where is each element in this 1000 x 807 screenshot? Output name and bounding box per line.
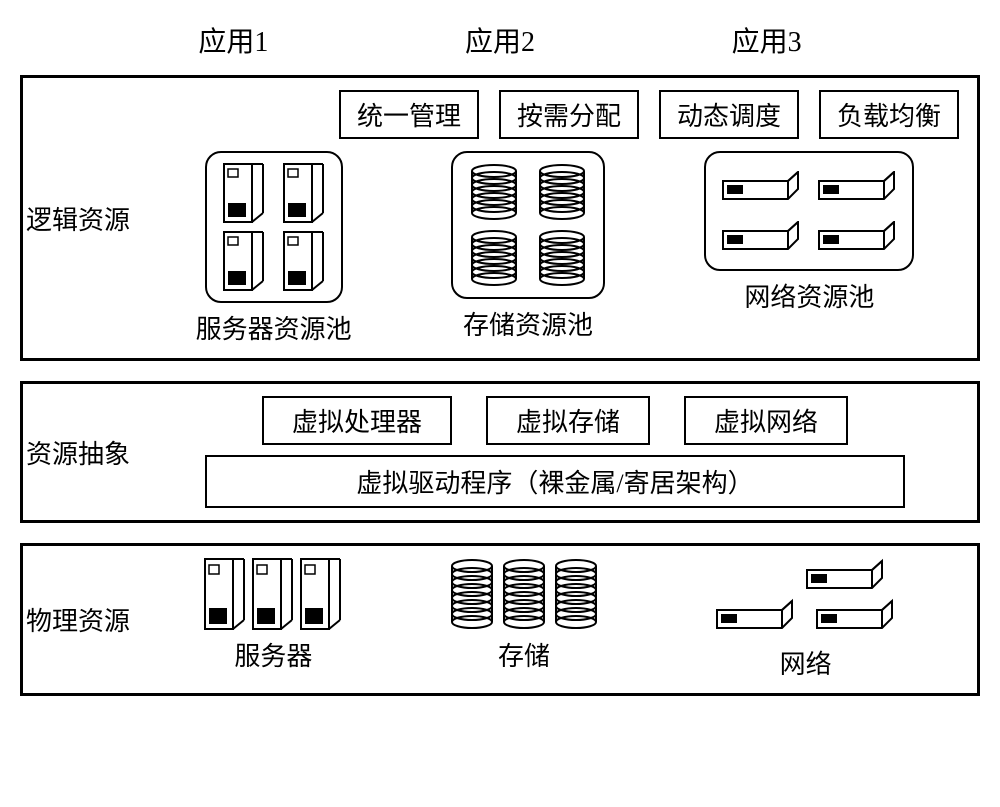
network-pool-box xyxy=(704,151,914,271)
server-icon xyxy=(283,231,325,291)
server-icon xyxy=(252,558,294,630)
network-icon xyxy=(722,171,800,201)
physical-server: 服务器 xyxy=(204,558,342,681)
storage-icon xyxy=(469,229,519,287)
app-label-2: 应用2 xyxy=(465,20,535,60)
storage-icon xyxy=(449,558,495,630)
tag-virtual-processor: 虚拟处理器 xyxy=(262,396,452,445)
tag-virtual-network: 虚拟网络 xyxy=(684,396,848,445)
server-icon xyxy=(223,163,265,223)
layer-label-logical: 逻辑资源 xyxy=(23,78,133,358)
physical-server-caption: 服务器 xyxy=(204,636,342,673)
network-pool-caption: 网络资源池 xyxy=(704,277,914,314)
layer-label-physical: 物理资源 xyxy=(23,546,133,693)
tag-virtual-storage: 虚拟存储 xyxy=(486,396,650,445)
storage-pool: 存储资源池 xyxy=(451,151,605,346)
server-icon xyxy=(204,558,246,630)
layer-physical-resources: 物理资源 服务器 存储 xyxy=(20,543,980,696)
server-pool-caption: 服务器资源池 xyxy=(196,309,352,346)
layer1-tags: 统一管理 按需分配 动态调度 负载均衡 xyxy=(151,90,959,139)
physical-network: 网络 xyxy=(706,558,906,681)
app-label-1: 应用1 xyxy=(198,20,268,60)
storage-icon xyxy=(501,558,547,630)
layer1-content: 统一管理 按需分配 动态调度 负载均衡 服务器资源池 xyxy=(133,78,977,358)
layer3-content: 服务器 存储 网络 xyxy=(133,546,977,693)
storage-icon xyxy=(537,229,587,287)
physical-storage-caption: 存储 xyxy=(449,636,599,673)
layer-logical-resources: 逻辑资源 统一管理 按需分配 动态调度 负载均衡 服务器资源池 xyxy=(20,75,980,361)
tag-unified-management: 统一管理 xyxy=(339,90,479,139)
server-icon xyxy=(223,231,265,291)
storage-icon xyxy=(537,163,587,221)
tag-on-demand: 按需分配 xyxy=(499,90,639,139)
storage-icon xyxy=(553,558,599,630)
storage-pool-box xyxy=(451,151,605,299)
physical-items: 服务器 存储 网络 xyxy=(151,558,959,681)
layer-label-abstraction: 资源抽象 xyxy=(23,384,133,520)
tag-dynamic-scheduling: 动态调度 xyxy=(659,90,799,139)
network-icon xyxy=(818,171,896,201)
network-icon xyxy=(818,221,896,251)
server-pool-box xyxy=(205,151,343,303)
applications-row: 应用1 应用2 应用3 xyxy=(20,20,980,60)
storage-icon xyxy=(469,163,519,221)
server-icon xyxy=(283,163,325,223)
physical-storage: 存储 xyxy=(449,558,599,681)
layer2-content: 虚拟处理器 虚拟存储 虚拟网络 虚拟驱动程序（裸金属/寄居架构） xyxy=(133,384,977,520)
physical-network-caption: 网络 xyxy=(706,644,906,681)
layer2-tags: 虚拟处理器 虚拟存储 虚拟网络 xyxy=(151,396,959,445)
tag-load-balancing: 负载均衡 xyxy=(819,90,959,139)
layer-resource-abstraction: 资源抽象 虚拟处理器 虚拟存储 虚拟网络 虚拟驱动程序（裸金属/寄居架构） xyxy=(20,381,980,523)
tag-virtual-driver: 虚拟驱动程序（裸金属/寄居架构） xyxy=(205,455,905,508)
resource-pools: 服务器资源池 存储资源池 xyxy=(151,151,959,346)
server-pool: 服务器资源池 xyxy=(196,151,352,346)
server-icon xyxy=(300,558,342,630)
app-label-3: 应用3 xyxy=(732,20,802,60)
storage-pool-caption: 存储资源池 xyxy=(451,305,605,342)
network-cluster-icon xyxy=(706,558,906,638)
network-icon xyxy=(722,221,800,251)
network-pool: 网络资源池 xyxy=(704,151,914,346)
